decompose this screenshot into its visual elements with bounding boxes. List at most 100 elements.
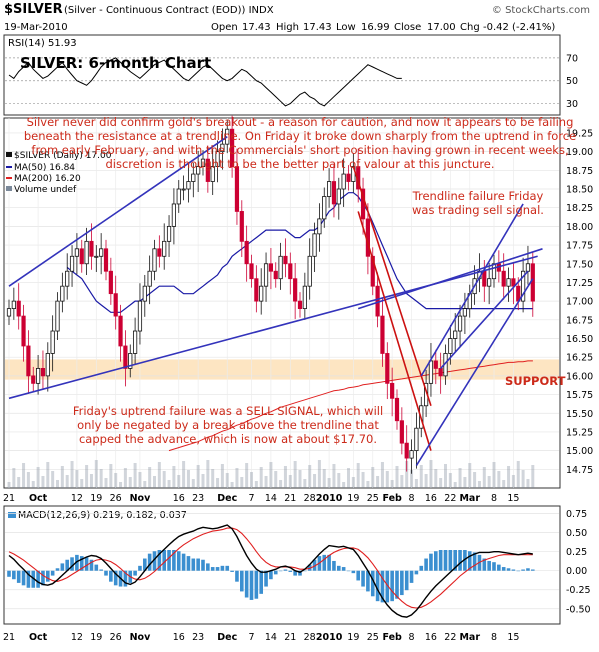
candle-body (273, 270, 278, 280)
candle-body (181, 188, 186, 191)
x-tick-label-bottom: 21 (3, 632, 15, 643)
x-tick-label-bottom: 12 (71, 632, 83, 643)
macd-hist-bar (482, 558, 487, 571)
annotation-bottom-line-1: Friday's uptrend failure was a SELL SIGN… (73, 404, 383, 418)
macd-hist-bar (322, 554, 327, 571)
volume-bar (46, 462, 50, 488)
candle-body (326, 181, 332, 197)
volume-bar (128, 477, 132, 488)
candle-body (147, 270, 152, 287)
macd-y-tick: 0.50 (566, 528, 587, 539)
volume-bar (36, 467, 40, 488)
volume-bar (274, 471, 278, 488)
volume-bar (26, 472, 30, 488)
rsi-level-50: 50 (566, 76, 578, 87)
x-tick-label: Nov (130, 493, 151, 504)
x-tick-label: 23 (192, 493, 204, 504)
x-tick-label-bottom: 19 (90, 632, 102, 643)
volume-bar (293, 461, 297, 488)
macd-hist-bar (123, 570, 128, 587)
volume-bar (269, 462, 273, 488)
chart-title: SILVER: 6-month Chart (20, 54, 211, 72)
macd-hist-bar (424, 558, 428, 571)
candle-body (390, 382, 395, 399)
volume-bar (376, 476, 380, 488)
macd-hist-bar (36, 570, 40, 588)
candle-body (36, 368, 41, 384)
candle-body (186, 181, 191, 190)
volume-bar (424, 474, 428, 488)
macd-histogram (7, 550, 535, 603)
volume-bar (60, 466, 64, 488)
macd-hist-bar (273, 570, 278, 575)
x-tick-label-bottom: Dec (217, 632, 237, 643)
macd-hist-bar (230, 570, 234, 572)
candle-body (404, 442, 409, 459)
candle-body (26, 345, 31, 377)
x-tick-label-bottom: 28 (304, 632, 316, 643)
volume-bar (516, 461, 520, 488)
macd-hist-bar (385, 570, 390, 603)
volume-bar (51, 471, 55, 488)
macd-hist-bar (12, 570, 16, 580)
x-tick-label-bottom: 22 (444, 632, 456, 643)
candle-body (196, 166, 201, 175)
macd-hist-bar (366, 570, 370, 592)
volume-bar (206, 460, 210, 488)
macd-hist-bar (419, 565, 424, 571)
volume-bar (230, 482, 234, 488)
candle-body (239, 211, 244, 242)
candle-body (11, 300, 16, 310)
macd-hist-bar (210, 567, 215, 571)
macd-y-tick: 0.25 (566, 547, 587, 558)
candle-body (283, 255, 288, 265)
macd-hist-bar (138, 565, 142, 571)
volume-bar (65, 475, 69, 488)
x-tick-label: Oct (29, 493, 48, 504)
macd-hist-bar (41, 570, 45, 586)
candle-body (482, 270, 487, 287)
volume-bar (254, 481, 258, 488)
macd-hist-bar (467, 551, 472, 571)
price-y-tick: 18.50 (566, 185, 593, 196)
macd-hist-bar (152, 551, 157, 571)
price-y-tick: 16.00 (566, 371, 593, 382)
volume-bar (259, 467, 263, 488)
candle-body (288, 263, 293, 280)
ticker: $SILVER (4, 2, 63, 17)
volume-bar (366, 481, 370, 488)
macd-hist-bar (181, 553, 186, 571)
macd-hist-bar (172, 550, 176, 571)
volume-bar (75, 470, 79, 488)
volume-bar (303, 479, 307, 488)
candle-body (530, 263, 535, 302)
macd-signal-line (8, 527, 533, 609)
macd-hist-bar (244, 570, 249, 598)
ma200-line (168, 360, 533, 452)
candle-body (297, 300, 303, 310)
volume-bar (41, 476, 45, 488)
legend-volume: Volume undef (14, 185, 77, 195)
macd-hist-bar (240, 570, 244, 592)
macd-hist-bar (75, 554, 79, 571)
macd-hist-bar (16, 570, 21, 583)
open-label: Open (211, 22, 238, 33)
volume-bar (419, 465, 423, 488)
candle-body (113, 293, 118, 317)
trendline-upper-rising (8, 136, 228, 287)
x-tick-label-bottom: 8 (491, 632, 497, 643)
volume-bar (410, 470, 414, 488)
x-tick-label: Feb (382, 493, 402, 504)
x-tick-label: 21 (3, 493, 15, 504)
volume-bar (31, 481, 35, 488)
macd-hist-bar (46, 570, 50, 582)
candle-body (428, 360, 434, 384)
annotation-top-line-4: discretion is thought to be the better p… (105, 157, 494, 171)
volume-bar (531, 465, 535, 488)
macd-hist-bar (501, 567, 506, 571)
candle-body (322, 196, 327, 220)
macd-hist-bar (506, 568, 511, 571)
volume-bar (371, 467, 375, 488)
candle-body (234, 166, 240, 212)
x-tick-label-bottom: 16 (173, 632, 185, 643)
